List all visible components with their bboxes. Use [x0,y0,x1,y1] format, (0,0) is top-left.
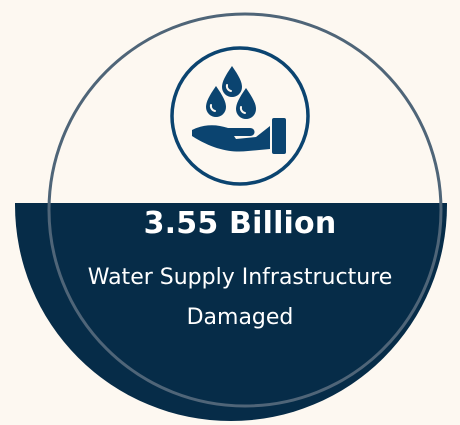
stat-label-line1: Water Supply Infrastructure [87,265,393,290]
navy-half-disc [15,203,447,421]
stat-label-line2: Damaged [186,305,294,330]
outer-ring [47,12,443,408]
stat-label: Water Supply Infrastructure Damaged [40,258,440,338]
stat-value: 3.55 Billion [143,206,337,241]
hand-water-drops-icon [192,66,286,154]
